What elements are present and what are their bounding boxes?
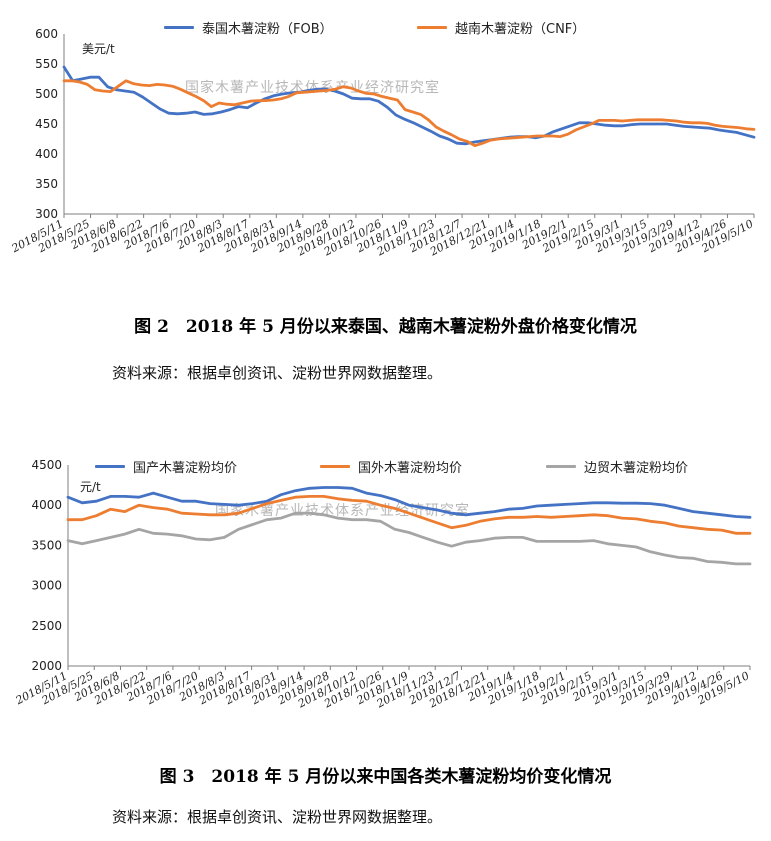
fig3-legend-label-foreign: 国外木薯淀粉均价	[358, 461, 463, 476]
fig3-unit-label: 元/t	[80, 480, 101, 494]
fig2-legend-swatch-vietnam	[417, 26, 447, 29]
fig3-legend-swatch-border	[546, 465, 576, 468]
fig2-caption: 图 2 2018 年 5 月份以来泰国、越南木薯淀粉外盘价格变化情况	[134, 317, 637, 337]
fig3-watermark: 国家木薯产业技术体系产业经济研究室	[215, 503, 470, 519]
fig2-legend-item-thai: 泰国木薯淀粉（FOB）	[164, 18, 333, 37]
fig2-series-line-0	[62, 65, 756, 146]
fig3-y-tick-label: 3000	[31, 579, 62, 593]
fig2-watermark: 国家木薯产业技术体系产业经济研究室	[185, 80, 440, 96]
fig2-y-tick-label: 400	[35, 147, 58, 161]
fig2-y-tick-label: 450	[35, 117, 58, 131]
fig3-y-tick-label: 4000	[31, 498, 62, 512]
fig2-legend-item-vietnam: 越南木薯淀粉（CNF）	[417, 18, 585, 37]
fig2-legend-swatch-thai	[164, 26, 194, 29]
fig3-legend-swatch-domestic	[95, 465, 125, 468]
fig3-caption: 图 3 2018 年 5 月份以来中国各类木薯淀粉均价变化情况	[159, 767, 612, 787]
fig3-legend-swatch-foreign	[320, 465, 350, 468]
fig3-legend-label-domestic: 国产木薯淀粉均价	[133, 461, 238, 476]
fig3-legend-item-domestic: 国产木薯淀粉均价	[95, 457, 237, 476]
fig2-source: 资料来源：根据卓创资讯、淀粉世界网数据整理。	[112, 364, 443, 382]
fig3-source: 资料来源：根据卓创资讯、淀粉世界网数据整理。	[112, 808, 443, 826]
fig3-y-tick-label: 2000	[31, 659, 62, 673]
fig3-legend-item-border: 边贸木薯淀粉均价	[546, 457, 688, 476]
fig3-chart: 2000250030003500400045002018/5/112018/5/…	[13, 458, 752, 711]
fig3-y-tick-label: 4500	[31, 458, 62, 472]
fig2-legend-label-vietnam: 越南木薯淀粉（CNF）	[455, 22, 586, 37]
fig3-series-line-2	[66, 511, 752, 566]
fig2-chart: 3003504004505005506002018/5/112018/5/252…	[9, 27, 756, 259]
fig3-y-tick-label: 2500	[31, 619, 62, 633]
fig2-y-tick-label: 300	[35, 207, 58, 221]
fig2-y-tick-label: 350	[35, 177, 58, 191]
fig2-y-tick-label: 600	[35, 27, 58, 41]
fig3-legend-item-foreign: 国外木薯淀粉均价	[320, 457, 462, 476]
fig3-y-tick-label: 3500	[31, 538, 62, 552]
fig2-y-tick-label: 500	[35, 87, 58, 101]
fig2-y-tick-label: 550	[35, 57, 58, 71]
fig2-legend-label-thai: 泰国木薯淀粉（FOB）	[202, 22, 333, 37]
fig3-series-line-1	[66, 495, 752, 535]
fig3-legend-label-border: 边贸木薯淀粉均价	[584, 461, 689, 476]
fig3-series-line-0	[66, 486, 752, 519]
fig2-series-line-1	[62, 79, 756, 148]
fig2-unit-label: 美元/t	[82, 42, 115, 56]
